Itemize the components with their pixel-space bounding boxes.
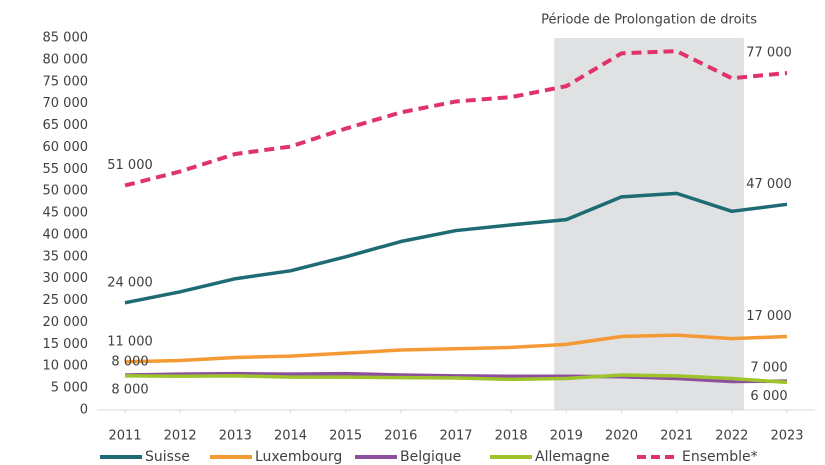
data-label: 17 000 [746,309,792,324]
line [124,191,788,305]
y-tick-label: 5 000 [51,381,88,396]
data-label: 47 000 [746,177,792,192]
y-tick-label: 20 000 [43,315,89,330]
data-label: 6 000 [750,389,787,404]
x-tick-label: 2021 [660,429,693,444]
line [124,371,788,384]
y-tick-label: 80 000 [43,52,89,67]
shaded-label: Période de Prolongation de droits [541,13,757,28]
x-tick-label: 2018 [495,429,528,444]
legend-label: Belgique [400,449,461,465]
y-tick-label: 25 000 [43,293,89,308]
shaded-period [554,38,744,410]
y-tick-label: 15 000 [43,337,89,352]
x-tick-label: 2012 [164,429,197,444]
x-tick-label: 2017 [439,429,472,444]
y-tick-label: 65 000 [43,118,89,133]
data-label: 77 000 [746,46,792,61]
y-tick-label: 0 [80,403,88,418]
y-tick-label: 70 000 [43,96,89,111]
y-tick-label: 45 000 [43,206,89,221]
x-tick-label: 2013 [219,429,252,444]
x-tick-label: 2014 [274,429,307,444]
x-tick-label: 2011 [108,429,141,444]
data-label: 7 000 [750,361,787,376]
y-tick-label: 55 000 [43,162,89,177]
y-tick-label: 75 000 [43,74,89,89]
data-label: 11 000 [107,334,153,349]
x-tick-label: 2020 [605,429,638,444]
y-tick-label: 50 000 [43,184,89,199]
y-tick-label: 40 000 [43,227,89,242]
line [124,373,788,385]
x-tick-label: 2022 [715,429,748,444]
legend-label: Luxembourg [255,449,342,465]
y-tick-label: 35 000 [43,249,89,264]
line [124,49,788,188]
x-tick-label: 2019 [550,429,583,444]
data-label: 51 000 [107,158,153,173]
y-tick-label: 85 000 [43,31,89,46]
data-label: 8 000 [111,382,148,397]
line [124,333,788,364]
x-tick-label: 2016 [384,429,417,444]
legend-label: Suisse [145,449,190,465]
x-tick-label: 2023 [770,429,803,444]
y-tick-label: 30 000 [43,271,89,286]
data-label: 24 000 [107,275,153,290]
y-tick-label: 60 000 [43,140,89,155]
data-label: 8 000 [111,354,148,369]
legend-label: Allemagne [535,449,610,465]
legend-label: Ensemble* [682,449,758,465]
x-tick-label: 2015 [329,429,362,444]
y-tick-label: 10 000 [43,359,89,374]
